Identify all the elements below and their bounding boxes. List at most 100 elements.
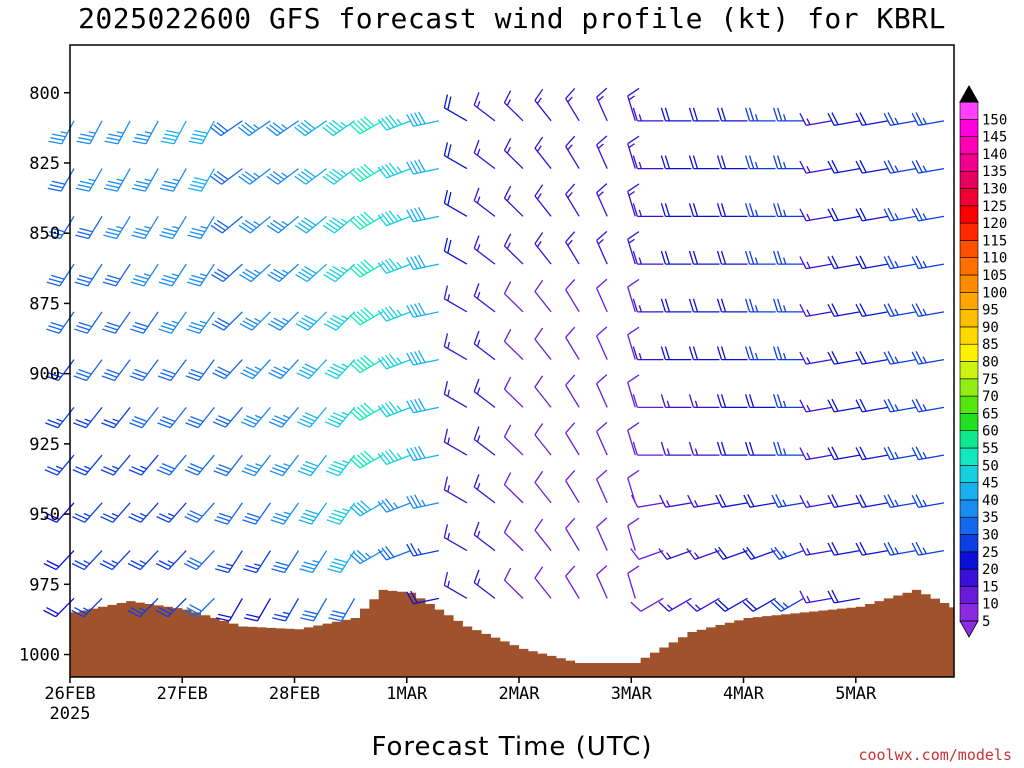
barb-shaft [313,598,328,622]
barb-shaft [503,102,524,122]
barb-full [716,394,723,408]
wind-barb [377,114,411,131]
barb-full [746,546,756,559]
barb-full [473,378,480,392]
barb-shaft [565,289,580,313]
barb-shaft [221,168,243,185]
barb-full [503,376,512,390]
wind-barb [827,589,860,604]
barb-full [244,467,258,474]
barb-shaft [195,597,215,618]
barb-full [720,441,727,456]
barb-full [627,231,640,240]
barb-half [447,580,450,588]
barb-full [631,494,639,508]
barb-full [799,256,807,269]
wind-barb [911,351,945,365]
wind-barb [716,346,748,361]
barb-half [312,559,320,564]
barb-full [189,278,203,284]
barb-shaft [918,549,945,556]
colorbar-segment-45 [959,464,979,483]
barb-full [831,398,839,412]
barb-shaft [283,502,300,525]
colorbar-segment-90 [959,309,979,328]
wind-barb [534,184,552,217]
barb-full [388,162,399,175]
barb-shaft [224,359,243,380]
barb-full [332,412,346,419]
barb-full [330,415,344,422]
barb-shaft [305,168,327,185]
barb-shaft [534,386,552,408]
barb-full [716,250,723,265]
wind-barb [377,305,411,322]
barb-full [748,346,755,360]
wind-barb [855,303,888,317]
barb-full [184,469,198,476]
barb-full [692,203,699,217]
barb-half [894,260,899,268]
wind-barb [596,278,608,313]
barb-full [773,203,779,217]
barb-half [116,131,124,134]
wind-barb [688,441,720,456]
barb-shaft [340,550,356,573]
barb-full [46,513,60,520]
barb-shaft [309,406,328,428]
wind-barb [443,428,468,456]
wind-barb [596,374,608,408]
barb-full [831,351,839,364]
barb-shaft [359,168,384,183]
site-credit[interactable]: coolwx.com/models [858,746,1012,764]
barb-full [534,566,544,579]
barb-half [597,95,604,102]
barb-half [341,363,349,368]
x-tick-label-4MAR: 4MAR [723,684,765,704]
barb-full [215,568,229,574]
barb-full [186,281,201,287]
barb-shaft [145,120,159,145]
wind-barb [688,346,720,361]
wind-barb [129,406,159,429]
barb-full [270,271,283,280]
wind-barb [827,160,860,174]
wind-barb [238,215,271,234]
barb-full [133,184,148,189]
wind-barb [473,330,496,361]
barb-shaft [473,247,496,265]
wind-barb [770,546,804,561]
barb-full [716,107,723,122]
barb-full [218,512,233,519]
barb-full [363,163,375,175]
barb-full [300,617,314,622]
barb-half [253,269,261,275]
barb-full [161,231,175,236]
wind-barb [773,298,804,313]
barb-shaft [359,359,384,374]
barb-half [694,400,699,408]
wind-barb [716,441,748,456]
barb-full [217,564,231,570]
colorbar-segment-75 [959,361,979,380]
barb-full [406,448,414,461]
barb-shaft [226,502,243,525]
barb-full [163,274,177,280]
wind-barb [322,168,356,185]
wind-barb [210,168,243,185]
barb-full [381,356,391,368]
wind-barb [799,447,832,461]
chart-title: 2025022600 GFS forecast wind profile (kt… [78,2,946,35]
barb-full [294,126,306,137]
barb-full [187,419,201,426]
wind-barb [799,112,832,126]
wind-barb [443,333,468,361]
barb-half [783,161,787,169]
barb-full [658,601,670,612]
wind-barb [627,135,640,169]
wind-barb [266,120,299,137]
barb-full [300,170,313,180]
barb-shaft [143,263,159,287]
barb-full [770,601,782,612]
